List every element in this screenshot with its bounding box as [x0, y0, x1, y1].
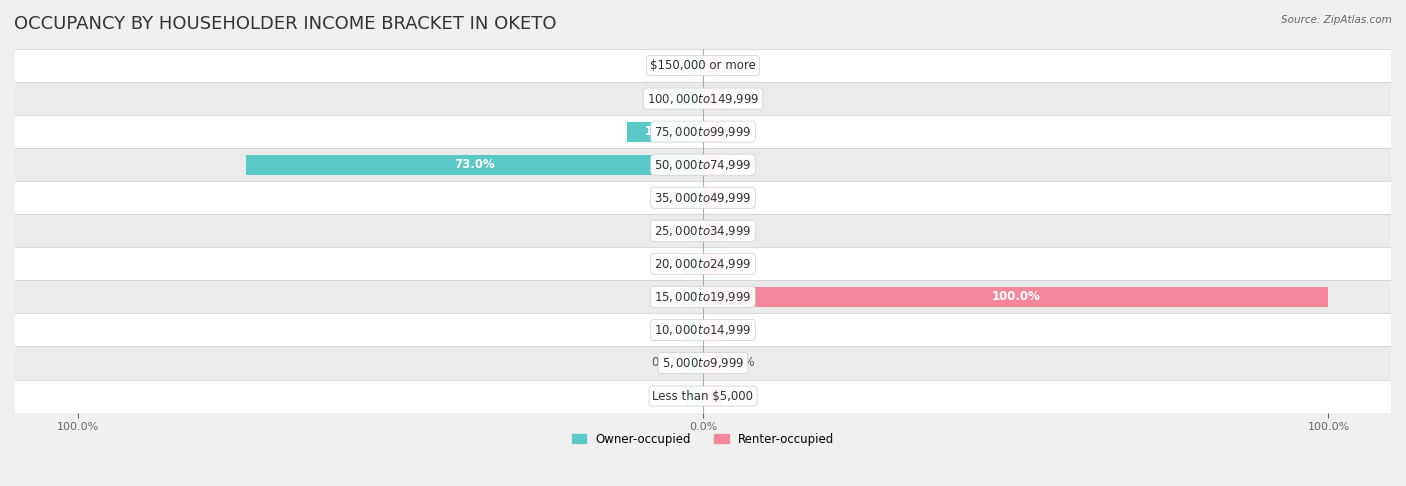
Text: 0.0%: 0.0% [725, 357, 755, 369]
Text: 0.0%: 0.0% [725, 125, 755, 138]
Text: 2.7%: 2.7% [654, 390, 683, 402]
Bar [703, 353, 721, 373]
Bar [695, 221, 703, 241]
Bar [703, 122, 721, 141]
Bar [685, 287, 703, 307]
Bar [0, 115, 1406, 148]
Text: $100,000 to $149,999: $100,000 to $149,999 [647, 91, 759, 105]
Text: 0.0%: 0.0% [651, 291, 681, 303]
Bar [246, 155, 703, 174]
Text: 0.0%: 0.0% [725, 59, 755, 72]
Text: $15,000 to $19,999: $15,000 to $19,999 [654, 290, 752, 304]
Text: 12.2%: 12.2% [644, 125, 685, 138]
Bar [685, 320, 703, 340]
Text: 2.7%: 2.7% [654, 59, 683, 72]
Text: 0.0%: 0.0% [651, 257, 681, 270]
Text: $35,000 to $49,999: $35,000 to $49,999 [654, 191, 752, 205]
Text: $5,000 to $9,999: $5,000 to $9,999 [662, 356, 744, 370]
Bar [0, 181, 1406, 214]
Text: 0.0%: 0.0% [725, 158, 755, 171]
Legend: Owner-occupied, Renter-occupied: Owner-occupied, Renter-occupied [567, 428, 839, 450]
Bar [703, 155, 721, 174]
Text: 2.7%: 2.7% [654, 191, 683, 204]
Text: Source: ZipAtlas.com: Source: ZipAtlas.com [1281, 15, 1392, 25]
Text: 0.0%: 0.0% [651, 357, 681, 369]
Bar [703, 221, 721, 241]
Text: $25,000 to $34,999: $25,000 to $34,999 [654, 224, 752, 238]
Bar [685, 353, 703, 373]
Text: 1.4%: 1.4% [661, 224, 692, 237]
Bar [686, 386, 703, 406]
Text: 5.4%: 5.4% [669, 92, 703, 105]
Bar [703, 254, 721, 274]
Text: 0.0%: 0.0% [651, 324, 681, 336]
Text: 0.0%: 0.0% [725, 224, 755, 237]
Text: 0.0%: 0.0% [725, 390, 755, 402]
Bar [703, 287, 1329, 307]
Bar [686, 55, 703, 75]
Text: $20,000 to $24,999: $20,000 to $24,999 [654, 257, 752, 271]
Text: 0.0%: 0.0% [725, 191, 755, 204]
Text: 100.0%: 100.0% [991, 291, 1040, 303]
Bar [686, 188, 703, 208]
Text: 0.0%: 0.0% [725, 324, 755, 336]
Text: $150,000 or more: $150,000 or more [650, 59, 756, 72]
Bar [703, 386, 721, 406]
Text: OCCUPANCY BY HOUSEHOLDER INCOME BRACKET IN OKETO: OCCUPANCY BY HOUSEHOLDER INCOME BRACKET … [14, 15, 557, 33]
Text: 0.0%: 0.0% [725, 257, 755, 270]
Bar [0, 247, 1406, 280]
Text: 73.0%: 73.0% [454, 158, 495, 171]
Bar [627, 122, 703, 141]
Text: 0.0%: 0.0% [725, 92, 755, 105]
Text: $75,000 to $99,999: $75,000 to $99,999 [654, 124, 752, 139]
Bar [685, 254, 703, 274]
Bar [0, 148, 1406, 181]
Bar [703, 188, 721, 208]
Bar [0, 380, 1406, 413]
Bar [0, 280, 1406, 313]
Text: $10,000 to $14,999: $10,000 to $14,999 [654, 323, 752, 337]
Bar [0, 214, 1406, 247]
Bar [669, 88, 703, 108]
Text: $50,000 to $74,999: $50,000 to $74,999 [654, 157, 752, 172]
Bar [703, 55, 721, 75]
Bar [703, 88, 721, 108]
Bar [0, 82, 1406, 115]
Bar [0, 49, 1406, 82]
Bar [703, 320, 721, 340]
Text: Less than $5,000: Less than $5,000 [652, 390, 754, 402]
Bar [0, 313, 1406, 347]
Bar [0, 347, 1406, 380]
